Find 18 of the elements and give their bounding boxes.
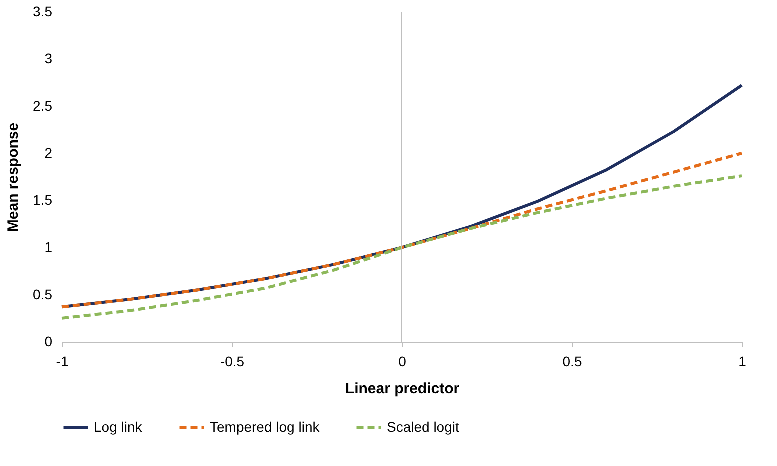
y-tick-label: 0 <box>44 334 53 350</box>
x-tick-label: -1 <box>56 354 69 370</box>
y-tick-label: 1.5 <box>33 192 53 208</box>
x-tick-label: 1 <box>738 354 747 370</box>
x-tick-label: -0.5 <box>220 354 245 370</box>
legend-label: Tempered log link <box>210 419 321 435</box>
legend-label: Log link <box>94 419 144 435</box>
y-tick-label: 2 <box>44 144 53 161</box>
x-axis-title: Linear predictor <box>345 380 460 398</box>
x-tick-label: 0 <box>398 354 407 370</box>
y-tick-label: 1 <box>44 239 53 256</box>
y-tick-label: 3 <box>44 50 53 67</box>
legend-label: Scaled logit <box>387 419 460 435</box>
y-axis-title: Mean response <box>5 122 22 232</box>
y-tick-label: 3.5 <box>33 4 53 20</box>
x-tick-label: 0.5 <box>562 354 582 370</box>
y-tick-label: 2.5 <box>33 98 53 114</box>
y-tick-label: 0.5 <box>33 286 53 302</box>
